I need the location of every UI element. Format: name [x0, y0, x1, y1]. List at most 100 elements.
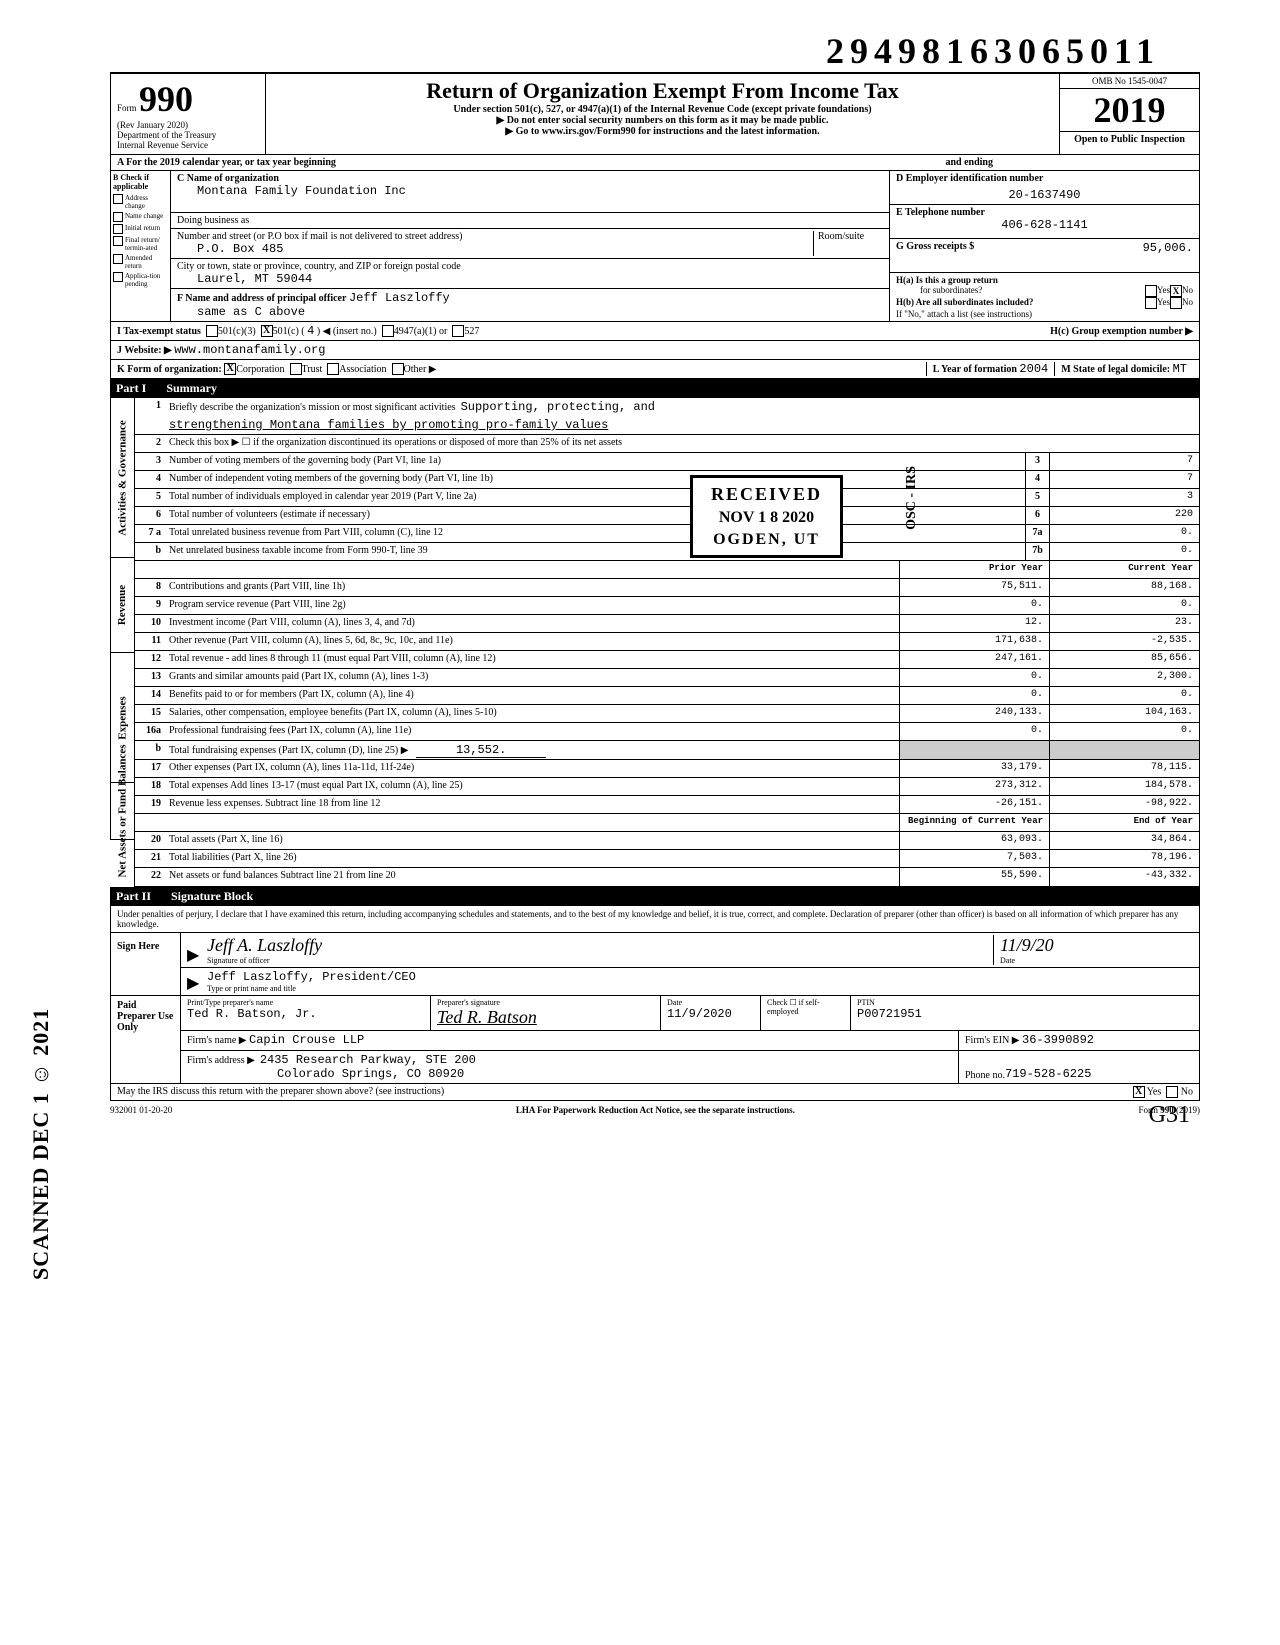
section-b-header: B Check if applicable	[113, 173, 168, 191]
discuss-question: May the IRS discuss this return with the…	[117, 1086, 444, 1098]
line-num: 2	[135, 435, 165, 452]
prior-value: 7,503.	[899, 850, 1049, 867]
form-title: Return of Organization Exempt From Incom…	[276, 78, 1049, 104]
self-employed-check: Check ☐ if self-employed	[761, 996, 851, 1030]
gross-label: G Gross receipts $	[896, 241, 974, 270]
checkbox-final-return[interactable]	[113, 236, 123, 246]
cell-num: 6	[1025, 507, 1049, 524]
ein-value: 20-1637490	[896, 184, 1193, 202]
checkbox-other[interactable]	[392, 363, 404, 375]
cell-num: 3	[1025, 453, 1049, 470]
prior-value: 33,179.	[899, 760, 1049, 777]
current-value: 184,578.	[1049, 778, 1199, 795]
inline-value: 13,552.	[416, 743, 546, 758]
line-num: 17	[135, 760, 165, 777]
line-num: 14	[135, 687, 165, 704]
checkbox-amended-return[interactable]	[113, 254, 123, 264]
hb-yes[interactable]	[1145, 297, 1157, 309]
hb-no[interactable]	[1170, 297, 1182, 309]
form-label: Form	[117, 103, 137, 113]
osc-stamp: OSC - IRS	[904, 466, 920, 530]
checkbox-501c3[interactable]	[206, 325, 218, 337]
prep-sig-label: Preparer's signature	[437, 998, 654, 1007]
col-header-current: Current Year	[1049, 561, 1199, 578]
website-value: www.montanafamily.org	[174, 343, 325, 357]
checkbox-corp[interactable]: X	[224, 363, 236, 375]
part2-label: Part II	[116, 889, 151, 904]
discuss-yes[interactable]: X	[1133, 1086, 1145, 1098]
line-num: 18	[135, 778, 165, 795]
ptin-value: P00721951	[857, 1007, 1193, 1021]
checkbox-application-pending[interactable]	[113, 272, 123, 282]
checkbox-4947[interactable]	[382, 325, 394, 337]
line-text: Total expenses Add lines 13-17 (must equ…	[165, 778, 899, 795]
perjury-statement: Under penalties of perjury, I declare th…	[111, 906, 1199, 933]
firm-addr-label: Firm's address ▶	[187, 1055, 255, 1066]
page-footer: 932001 01-20-20 LHA For Paperwork Reduct…	[110, 1101, 1200, 1119]
cell-num: 7b	[1025, 543, 1049, 560]
current-value: 34,864.	[1049, 832, 1199, 849]
prior-value: 0.	[899, 687, 1049, 704]
k-other: Other ▶	[404, 364, 437, 375]
footer-left: 932001 01-20-20	[110, 1105, 172, 1115]
tax-year: 2019	[1060, 89, 1199, 131]
line-text: Total assets (Part X, line 16)	[165, 832, 899, 849]
line-value: 220	[1049, 507, 1199, 524]
line-text: Check this box ▶ ☐ if the organization d…	[165, 435, 1199, 452]
checkbox-initial-return[interactable]	[113, 224, 123, 234]
current-value: 85,656.	[1049, 651, 1199, 668]
form-note-1: ▶ Do not enter social security numbers o…	[276, 115, 1049, 126]
room-suite-label: Room/suite	[813, 231, 883, 256]
part1-label: Part I	[116, 381, 146, 396]
prior-value: 55,590.	[899, 868, 1049, 886]
scanned-stamp: SCANNED DEC 1 ☺ 2021	[28, 1008, 54, 1280]
current-value: 0.	[1049, 687, 1199, 704]
checkbox-trust[interactable]	[290, 363, 302, 375]
discuss-no[interactable]	[1166, 1086, 1178, 1098]
checkbox-address-change[interactable]	[113, 194, 123, 204]
check-label: Final return/ termin-ated	[125, 236, 168, 252]
part1-header: Part I Summary	[110, 379, 1200, 398]
line-num: 22	[135, 868, 165, 886]
line-text: Revenue less expenses. Subtract line 18 …	[165, 796, 899, 813]
row-a-calendar-year: A For the 2019 calendar year, or tax yea…	[110, 155, 1200, 171]
line-text: Total liabilities (Part X, line 26)	[165, 850, 899, 867]
prior-value: 63,093.	[899, 832, 1049, 849]
prior-value: 0.	[899, 597, 1049, 614]
checkbox-assoc[interactable]	[327, 363, 339, 375]
line-text: Grants and similar amounts paid (Part IX…	[165, 669, 899, 686]
line-text: Other revenue (Part VIII, column (A), li…	[165, 633, 899, 650]
line-text: Other expenses (Part IX, column (A), lin…	[165, 760, 899, 777]
current-value: 78,115.	[1049, 760, 1199, 777]
dba-label: Doing business as	[177, 215, 249, 226]
k-corp: Corporation	[236, 364, 284, 375]
ha-no[interactable]: X	[1170, 285, 1182, 297]
officer-name: Jeff Laszloffy	[349, 291, 450, 305]
addr-label: Number and street (or P.O box if mail is…	[177, 231, 813, 242]
line-num: 6	[135, 507, 165, 524]
line-text: Professional fundraising fees (Part IX, …	[165, 723, 899, 740]
line-text: Total number of individuals employed in …	[165, 489, 1025, 506]
prior-value: -26,151.	[899, 796, 1049, 813]
501c-number: 4	[307, 324, 314, 338]
checkbox-501c[interactable]: X	[261, 325, 273, 337]
city-state-zip: Laurel, MT 59044	[177, 272, 883, 286]
prep-name: Ted R. Batson, Jr.	[187, 1007, 424, 1021]
section-b-checkboxes: B Check if applicable Address change Nam…	[111, 171, 171, 321]
gross-value: 95,006.	[1143, 241, 1193, 270]
line-text: Contributions and grants (Part VIII, lin…	[165, 579, 899, 596]
side-tab-revenue: Revenue	[117, 585, 129, 625]
form-number: 990	[139, 79, 193, 119]
section-bcd: B Check if applicable Address change Nam…	[110, 171, 1200, 322]
line-text: Total revenue - add lines 8 through 11 (…	[165, 651, 899, 668]
side-tab-expenses: Expenses	[117, 696, 129, 739]
checkbox-527[interactable]	[452, 325, 464, 337]
line-value: 0.	[1049, 525, 1199, 542]
tax-status-label: I Tax-exempt status	[117, 326, 201, 337]
ein-label: D Employer identification number	[896, 173, 1193, 184]
prep-date: 11/9/2020	[667, 1007, 754, 1021]
ha-yes[interactable]	[1145, 285, 1157, 297]
paid-preparer-label: Paid Preparer Use Only	[111, 996, 181, 1083]
checkbox-name-change[interactable]	[113, 212, 123, 222]
current-value: 23.	[1049, 615, 1199, 632]
